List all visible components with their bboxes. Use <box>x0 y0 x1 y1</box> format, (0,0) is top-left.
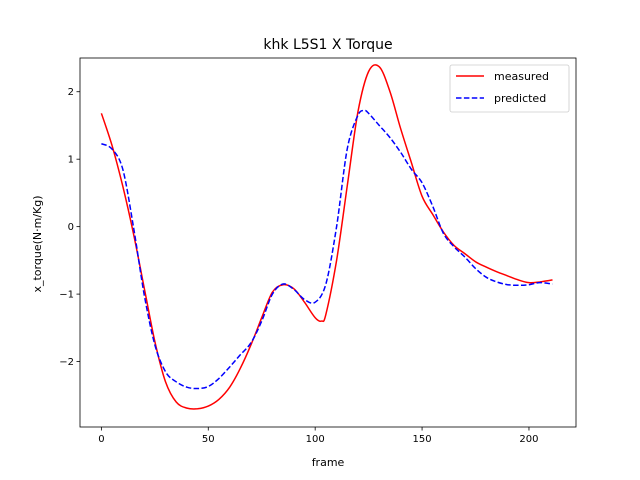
x-tick-label: 50 <box>202 434 215 445</box>
legend-label-measured: measured <box>494 70 549 83</box>
axes-frame <box>79 57 577 428</box>
y-axis-label: x_torque(N·m/Kg) <box>31 195 44 292</box>
x-tick-label: 200 <box>519 434 538 445</box>
axis-ticks: 0 50 100 150 200 −2 −1 0 1 2 <box>59 87 538 445</box>
x-axis-label: frame <box>312 456 345 469</box>
y-tick-label: −1 <box>59 290 74 301</box>
series-line-predicted <box>101 109 553 390</box>
x-tick-label: 150 <box>413 434 432 445</box>
legend-label-predicted: predicted <box>494 92 546 105</box>
y-tick-label: 1 <box>68 155 74 166</box>
plot-area <box>79 57 577 428</box>
y-tick-label: 2 <box>68 87 74 98</box>
y-tick-label: 0 <box>68 222 74 233</box>
series-line-measured <box>100 64 553 410</box>
x-tick-label: 0 <box>98 434 104 445</box>
legend: measured predicted <box>449 64 570 113</box>
x-tick-label: 100 <box>306 434 325 445</box>
y-tick-label: −2 <box>59 357 74 368</box>
chart-title: khk L5S1 X Torque <box>263 37 392 53</box>
